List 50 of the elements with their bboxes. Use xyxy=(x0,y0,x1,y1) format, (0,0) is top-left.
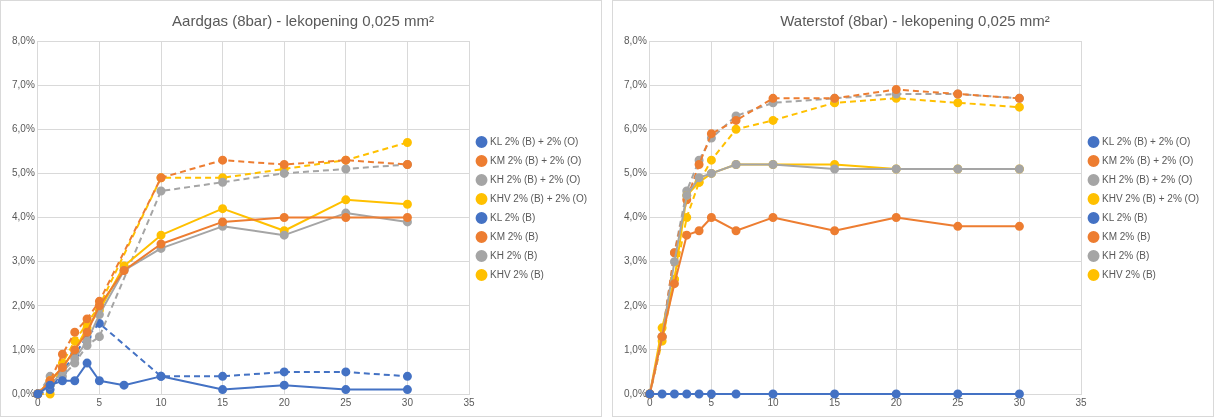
legend-label: KHV 2% (B) xyxy=(490,268,544,280)
y-tick-label: 1,0% xyxy=(624,343,647,355)
x-tick-label: 10 xyxy=(155,396,167,408)
x-tick-label: 25 xyxy=(952,396,964,408)
y-tick-label: 5,0% xyxy=(12,167,35,179)
x-tick-label: 10 xyxy=(767,396,779,408)
y-tick-label: 3,0% xyxy=(12,255,35,267)
legend-label: KHV 2% (B) xyxy=(1102,268,1156,280)
chart-title: Waterstof (8bar) - lekopening 0,025 mm² xyxy=(780,12,1050,30)
x-tick-label: 15 xyxy=(217,396,229,408)
y-tick-label: 8,0% xyxy=(624,34,647,46)
legend-label: KH 2% (B) + 2% (O) xyxy=(490,173,581,185)
y-tick-label: 1,0% xyxy=(12,343,35,355)
y-tick-label: 0,0% xyxy=(12,387,35,399)
legend-label: KH 2% (B) xyxy=(1102,249,1150,261)
y-tick-label: 0,0% xyxy=(624,387,647,399)
y-tick-label: 2,0% xyxy=(12,299,35,311)
y-tick-label: 7,0% xyxy=(624,78,647,90)
y-tick-label: 5,0% xyxy=(624,167,647,179)
x-tick-label: 5 xyxy=(708,396,715,408)
y-tick-label: 2,0% xyxy=(624,299,647,311)
x-tick-label: 35 xyxy=(1075,396,1088,408)
y-tick-label: 6,0% xyxy=(624,123,647,134)
legend-label: KL 2% (B) xyxy=(1102,211,1148,223)
legend-label: KH 2% (B) + 2% (O) xyxy=(1102,173,1193,185)
x-tick-label: 25 xyxy=(340,396,352,408)
x-tick-label: 5 xyxy=(96,396,103,408)
x-tick-label: 35 xyxy=(463,396,476,408)
y-tick-label: 4,0% xyxy=(624,211,647,223)
y-tick-label: 8,0% xyxy=(12,34,35,46)
y-tick-label: 7,0% xyxy=(12,78,35,90)
x-tick-label: 30 xyxy=(1013,396,1026,408)
x-tick-label: 20 xyxy=(890,396,903,408)
legend-label: KM 2% (B) + 2% (O) xyxy=(1102,154,1194,166)
chart-title: Aardgas (8bar) - lekopening 0,025 mm² xyxy=(172,12,434,30)
y-tick-label: 6,0% xyxy=(12,123,35,134)
legend-label: KHV 2% (B) + 2% (O) xyxy=(1102,192,1199,204)
legend-label: KM 2% (B) + 2% (O) xyxy=(490,154,582,166)
legend-label: KH 2% (B) xyxy=(490,249,538,261)
legend-label: KM 2% (B) xyxy=(490,230,539,242)
legend-label: KL 2% (B) xyxy=(490,211,536,223)
legend-label: KM 2% (B) xyxy=(1102,230,1151,242)
y-tick-label: 3,0% xyxy=(624,255,647,267)
legend-label: KL 2% (B) + 2% (O) xyxy=(490,135,579,147)
x-tick-label: 20 xyxy=(278,396,291,408)
legend-label: KHV 2% (B) + 2% (O) xyxy=(490,192,587,204)
legend-label: KL 2% (B) + 2% (O) xyxy=(1102,135,1191,147)
y-tick-label: 4,0% xyxy=(12,211,35,223)
x-tick-label: 15 xyxy=(829,396,841,408)
x-tick-label: 30 xyxy=(401,396,414,408)
